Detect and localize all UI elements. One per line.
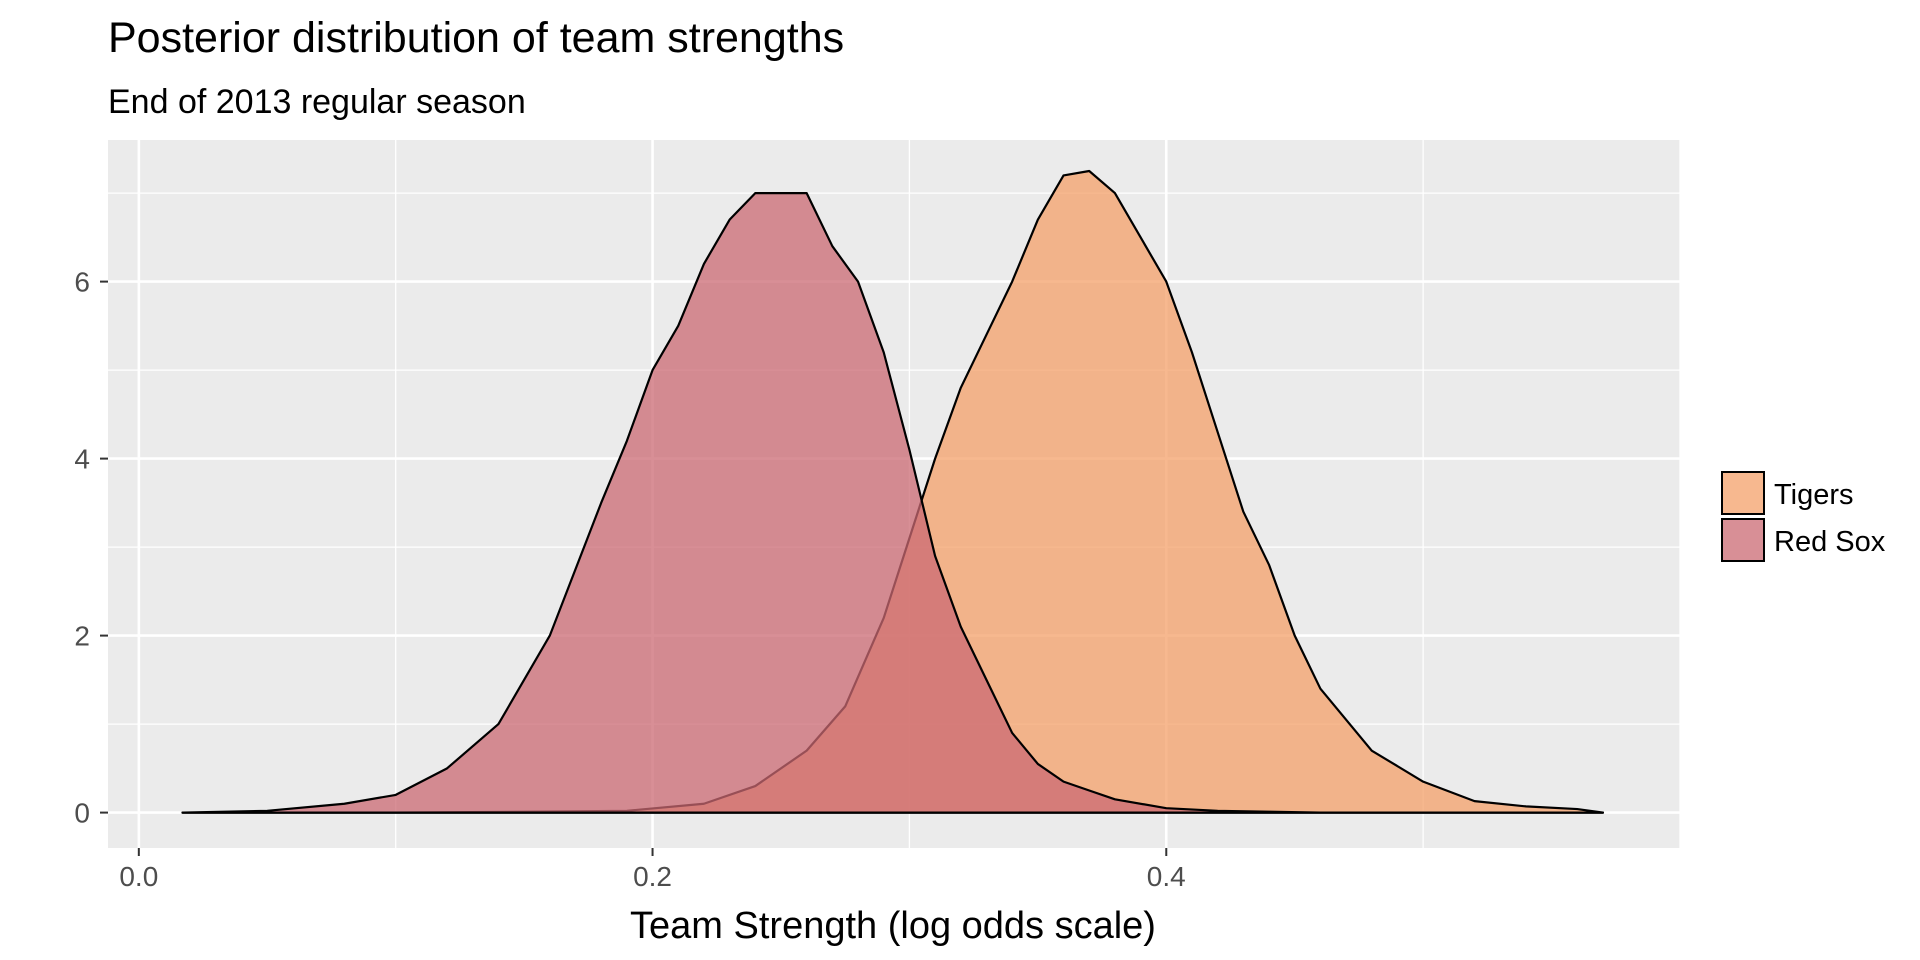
density-area-red-sox [181, 192, 1605, 814]
x-tick-label: 0.4 [1147, 861, 1186, 892]
x-tick-label: 0.2 [633, 861, 672, 892]
legend-key-tigers [1721, 471, 1765, 515]
y-tick-label: 6 [74, 267, 90, 298]
legend-key-red-sox [1721, 518, 1765, 562]
legend: Tigers Red Sox [1721, 471, 1886, 562]
legend-label-tigers: Tigers [1774, 479, 1854, 511]
y-tick-label: 4 [74, 444, 90, 475]
series-layer [181, 169, 1605, 814]
y-tick-label: 2 [74, 621, 90, 652]
x-axis-title: Team Strength (log odds scale) [630, 905, 1156, 947]
chart-subtitle: End of 2013 regular season [108, 83, 526, 121]
axis-layer: 0.0 0.2 0.4 0 2 4 6 [74, 267, 1185, 892]
chart-title: Posterior distribution of team strengths [108, 14, 844, 62]
legend-label-red-sox: Red Sox [1774, 526, 1886, 558]
y-tick-label: 0 [74, 798, 90, 829]
x-tick-label: 0.0 [119, 861, 158, 892]
